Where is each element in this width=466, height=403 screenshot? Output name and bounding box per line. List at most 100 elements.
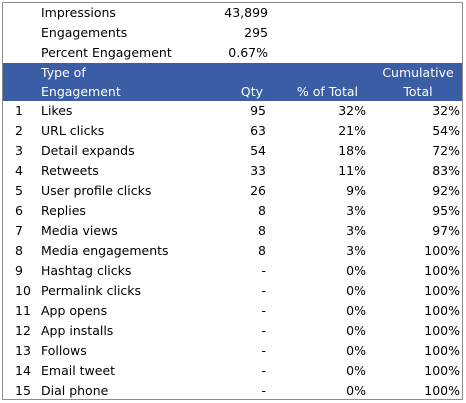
engagement-type: Replies — [41, 203, 86, 218]
engagement-type: App installs — [41, 323, 114, 338]
table-row: 12 App installs - 0% 100% — [3, 321, 462, 341]
percent-cell: 3% — [346, 223, 366, 238]
header-qty: Qty — [240, 84, 263, 99]
row-number: 15 — [15, 383, 31, 398]
cumulative-cell: 100% — [424, 283, 460, 298]
header-type-line2: Engagement — [41, 84, 121, 99]
row-number: 1 — [15, 103, 23, 118]
summary-label: Engagements — [41, 25, 128, 40]
row-number: 12 — [15, 323, 31, 338]
cumulative-cell: 32% — [432, 103, 460, 118]
table-row: 10 Permalink clicks - 0% 100% — [3, 281, 462, 301]
row-number: 2 — [15, 123, 23, 138]
table-row: 4 Retweets 33 11% 83% — [3, 161, 462, 181]
summary-value: 295 — [244, 25, 268, 40]
engagement-table: Impressions 43,899 Engagements 295 Perce… — [2, 2, 463, 400]
qty-cell: 95 — [250, 103, 266, 118]
table-row: 1 Likes 95 32% 32% — [3, 101, 462, 121]
table-row: 7 Media views 8 3% 97% — [3, 221, 462, 241]
qty-cell: 26 — [250, 183, 266, 198]
percent-cell: 0% — [346, 343, 366, 358]
row-number: 6 — [15, 203, 23, 218]
cumulative-cell: 100% — [424, 243, 460, 258]
qty-cell: - — [261, 323, 266, 338]
cumulative-cell: 95% — [432, 203, 460, 218]
qty-cell: 33 — [250, 163, 266, 178]
engagement-type: Media views — [41, 223, 118, 238]
percent-cell: 0% — [346, 383, 366, 398]
percent-cell: 3% — [346, 243, 366, 258]
percent-cell: 0% — [346, 303, 366, 318]
summary-value: 43,899 — [224, 5, 268, 20]
cumulative-cell: 72% — [432, 143, 460, 158]
table-row: 5 User profile clicks 26 9% 92% — [3, 181, 462, 201]
table-row: 2 URL clicks 63 21% 54% — [3, 121, 462, 141]
cumulative-cell: 100% — [424, 343, 460, 358]
engagement-type: Retweets — [41, 163, 99, 178]
table-row: 15 Dial phone - 0% 100% — [3, 381, 462, 401]
summary-value: 0.67% — [228, 45, 268, 60]
row-number: 9 — [15, 263, 23, 278]
qty-cell: 8 — [258, 243, 266, 258]
engagement-type: Hashtag clicks — [41, 263, 132, 278]
qty-cell: - — [261, 383, 266, 398]
percent-cell: 0% — [346, 283, 366, 298]
engagement-type: User profile clicks — [41, 183, 152, 198]
qty-cell: - — [261, 263, 266, 278]
percent-cell: 0% — [346, 263, 366, 278]
header-cumulative: Cumulative Total — [378, 63, 458, 101]
qty-cell: - — [261, 343, 266, 358]
row-number: 11 — [15, 303, 31, 318]
cumulative-cell: 100% — [424, 263, 460, 278]
percent-cell: 11% — [338, 163, 366, 178]
row-number: 5 — [15, 183, 23, 198]
table-row: 11 App opens - 0% 100% — [3, 301, 462, 321]
engagement-type: Media engagements — [41, 243, 169, 258]
percent-cell: 9% — [346, 183, 366, 198]
engagement-type: Follows — [41, 343, 87, 358]
row-number: 4 — [15, 163, 23, 178]
engagement-type: Dial phone — [41, 383, 109, 398]
engagement-type: Likes — [41, 103, 73, 118]
row-number: 10 — [15, 283, 31, 298]
engagement-type: Permalink clicks — [41, 283, 142, 298]
engagement-type: URL clicks — [41, 123, 105, 138]
qty-cell: 8 — [258, 203, 266, 218]
percent-cell: 18% — [338, 143, 366, 158]
summary-label: Impressions — [41, 5, 116, 20]
percent-cell: 0% — [346, 363, 366, 378]
cumulative-cell: 100% — [424, 303, 460, 318]
percent-cell: 32% — [338, 103, 366, 118]
table-row: 6 Replies 8 3% 95% — [3, 201, 462, 221]
row-number: 3 — [15, 143, 23, 158]
table-header: Type of Engagement Qty % of Total Cumulat… — [3, 63, 462, 101]
cumulative-cell: 54% — [432, 123, 460, 138]
summary-label: Percent Engagement — [41, 45, 172, 60]
summary-section: Impressions 43,899 Engagements 295 Perce… — [3, 3, 462, 63]
row-number: 14 — [15, 363, 31, 378]
engagement-type: Email tweet — [41, 363, 116, 378]
qty-cell: 54 — [250, 143, 266, 158]
qty-cell: - — [261, 363, 266, 378]
engagement-type: App opens — [41, 303, 108, 318]
table-row: 8 Media engagements 8 3% 100% — [3, 241, 462, 261]
qty-cell: - — [261, 283, 266, 298]
row-number: 7 — [15, 223, 23, 238]
table-body: 1 Likes 95 32% 32% 2 URL clicks 63 21% 54% 3 Detail… — [3, 101, 462, 401]
percent-cell: 3% — [346, 203, 366, 218]
summary-row-impressions: Impressions 43,899 — [3, 3, 462, 23]
table-row: 3 Detail expands 54 18% 72% — [3, 141, 462, 161]
cumulative-cell: 83% — [432, 163, 460, 178]
cumulative-cell: 100% — [424, 323, 460, 338]
row-number: 13 — [15, 343, 31, 358]
table-row: 14 Email tweet - 0% 100% — [3, 361, 462, 381]
percent-cell: 21% — [338, 123, 366, 138]
header-cum-line1: Cumulative — [382, 65, 454, 80]
table-row: 13 Follows - 0% 100% — [3, 341, 462, 361]
header-type-line1: Type of — [41, 65, 86, 80]
engagement-type: Detail expands — [41, 143, 135, 158]
cumulative-cell: 97% — [432, 223, 460, 238]
header-type: Type of Engagement — [41, 63, 141, 101]
cumulative-cell: 100% — [424, 363, 460, 378]
summary-row-engagements: Engagements 295 — [3, 23, 462, 43]
